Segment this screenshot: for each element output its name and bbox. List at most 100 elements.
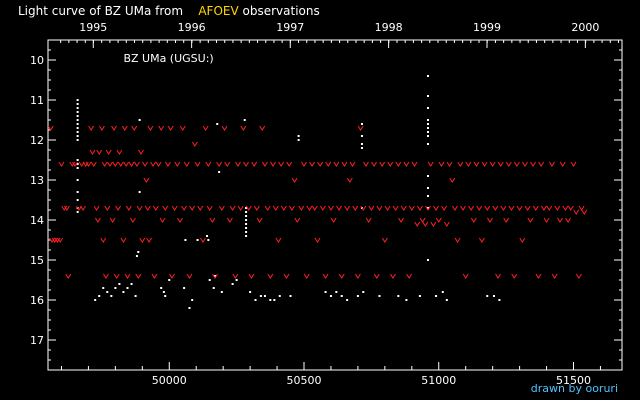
fainter-than-mark	[454, 237, 461, 243]
observation-point	[245, 211, 248, 213]
fainter-than-mark	[235, 161, 241, 167]
fainter-than-mark	[61, 205, 68, 211]
observation-point	[360, 147, 363, 149]
fainter-than-mark	[183, 161, 190, 167]
observation-point	[426, 107, 429, 109]
fainter-than-mark	[202, 125, 209, 131]
fainter-than-mark	[58, 161, 65, 167]
fainter-than-mark	[125, 205, 132, 211]
fainter-than-mark	[559, 161, 566, 167]
observation-point	[135, 255, 138, 257]
observation-point	[134, 295, 137, 297]
observation-point	[426, 259, 429, 261]
fainter-than-mark	[200, 237, 206, 243]
fainter-than-mark	[473, 161, 480, 167]
fainter-than-mark	[522, 161, 528, 167]
fainter-than-mark	[85, 161, 92, 167]
fainter-than-mark	[422, 221, 429, 227]
fainter-than-mark	[121, 125, 128, 131]
fainter-than-mark	[376, 205, 383, 211]
fainter-than-mark	[562, 205, 569, 211]
fainter-than-mark	[392, 205, 399, 211]
fainter-than-mark	[438, 161, 445, 167]
fainter-than-mark	[270, 161, 276, 167]
observation-point	[110, 295, 113, 297]
fainter-than-mark	[395, 161, 402, 167]
fainter-than-mark	[76, 205, 82, 211]
observation-point	[130, 283, 133, 285]
observation-point	[76, 103, 79, 105]
fainter-than-mark	[511, 273, 518, 279]
observation-point	[76, 211, 79, 213]
observation-point	[329, 295, 332, 297]
fainter-than-mark	[105, 149, 112, 155]
fainter-than-mark	[575, 273, 582, 279]
x-tick-label: 51500	[556, 374, 591, 387]
fainter-than-mark	[468, 205, 475, 211]
y-tick-label: 17	[30, 334, 44, 347]
observation-point	[245, 223, 248, 225]
fainter-than-mark	[146, 237, 152, 243]
fainter-than-mark	[194, 161, 201, 167]
observation-point	[360, 123, 363, 125]
observation-point	[245, 235, 248, 237]
fainter-than-mark	[349, 161, 356, 167]
fainter-than-mark	[341, 161, 348, 167]
fainter-than-mark	[197, 205, 204, 211]
observation-point	[289, 295, 292, 297]
fainter-than-mark	[47, 125, 54, 131]
observation-point	[122, 291, 125, 293]
year-tick-label: 1997	[276, 21, 304, 34]
fainter-than-mark	[414, 221, 421, 227]
observation-point	[205, 235, 208, 237]
fainter-than-mark	[169, 273, 175, 279]
observation-point	[243, 119, 246, 121]
observation-point	[207, 239, 210, 241]
fainter-than-mark	[128, 161, 135, 167]
fainter-than-mark	[346, 177, 353, 183]
observation-point	[76, 167, 79, 169]
fainter-than-mark	[237, 205, 244, 211]
fainter-than-mark	[123, 161, 130, 167]
observation-point	[426, 187, 429, 189]
fainter-than-mark	[538, 161, 545, 167]
fainter-than-mark	[186, 273, 193, 279]
fainter-than-mark	[503, 217, 510, 223]
fainter-than-mark	[243, 161, 249, 167]
observation-point	[235, 279, 238, 281]
observation-point	[245, 215, 248, 217]
fainter-than-mark	[476, 205, 483, 211]
observation-point	[76, 115, 79, 117]
fainter-than-mark	[57, 237, 64, 243]
y-tick-label: 15	[30, 254, 44, 267]
title-text: Light curve of BZ UMa from	[18, 4, 184, 18]
fainter-than-mark	[177, 217, 183, 223]
fainter-than-mark	[205, 161, 212, 167]
observation-point	[126, 287, 129, 289]
observation-point	[362, 291, 365, 293]
fainter-than-mark	[390, 273, 396, 279]
observation-point	[297, 135, 300, 137]
fainter-than-mark	[139, 237, 146, 243]
observation-point	[183, 287, 186, 289]
observation-point	[426, 175, 429, 177]
observation-point	[76, 127, 79, 129]
observation-point	[137, 251, 140, 253]
fainter-than-mark	[427, 161, 434, 167]
fainter-than-mark	[443, 221, 450, 227]
fainter-than-mark	[371, 161, 377, 167]
fainter-than-mark	[398, 217, 404, 223]
year-tick-label: 1999	[473, 21, 501, 34]
fainter-than-mark	[229, 205, 236, 211]
y-tick-label: 16	[30, 294, 44, 307]
fainter-than-mark	[63, 205, 70, 211]
fainter-than-mark	[159, 217, 166, 223]
observation-point	[445, 299, 448, 301]
fainter-than-mark	[131, 125, 138, 131]
observation-point	[76, 119, 79, 121]
fainter-than-mark	[319, 205, 326, 211]
observation-point	[426, 135, 429, 137]
fainter-than-mark	[212, 273, 219, 279]
fainter-than-mark	[189, 205, 196, 211]
